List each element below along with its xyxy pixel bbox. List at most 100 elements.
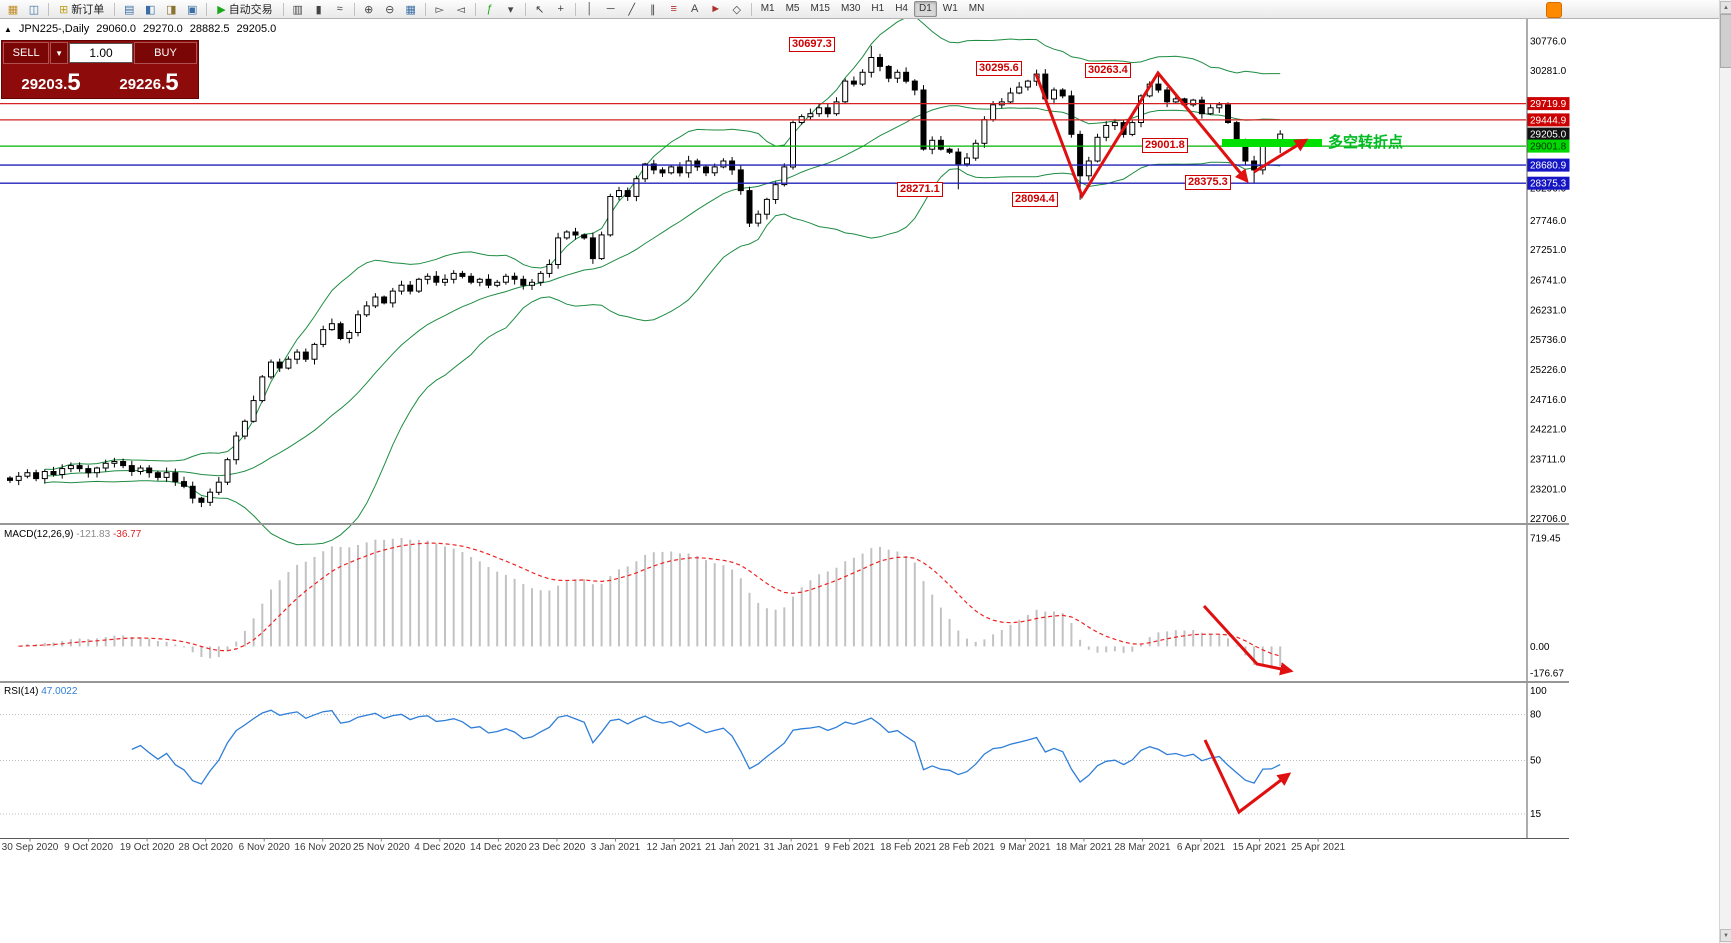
chart-shift-icon[interactable]: ◅ [456,3,465,16]
trade-panel-controls: SELL ▼ BUY [2,41,198,65]
buy-price: 29226. [119,76,166,93]
bar-chart-icon[interactable]: ▥ [292,3,303,16]
macd-signal-value: -36.77 [112,529,142,540]
timeframe-d1[interactable]: D1 [914,1,937,17]
toolbar-separator [48,2,49,16]
timeframe-h1[interactable]: H1 [871,3,885,14]
timeframe-m1[interactable]: M1 [760,3,775,14]
price-annotation: 30295.6 [976,61,1022,76]
svg-text:30776.0: 30776.0 [1530,37,1567,48]
svg-text:29205.0: 29205.0 [1530,130,1567,141]
zoom-in-icon[interactable]: ⊕ [364,3,374,16]
svg-text:26231.0: 26231.0 [1530,306,1567,317]
scrollbar-thumb[interactable] [1720,14,1731,68]
chart-ohlc-header: ▲ JPN225-,Daily 29060.0 29270.0 28882.5 … [4,23,276,35]
rsi-value: 47.0022 [41,686,78,697]
macd-name: MACD(12,26,9) [4,529,74,540]
equidistant-channel-icon[interactable]: ∥ [649,3,656,16]
svg-text:80: 80 [1530,710,1542,721]
scroll-up-icon[interactable]: ▲ [1720,1,1731,14]
arrows-icon[interactable]: ► [710,3,722,15]
sell-button[interactable]: SELL [3,42,50,64]
rsi-name: RSI(14) [4,686,39,697]
timeframe-m30[interactable]: M30 [840,3,861,14]
sell-price-button[interactable]: 29203. 5 [2,65,100,97]
toolbar-separator [424,2,426,16]
price-zigzag-arrow [1034,70,1249,200]
buy-price-big-digit: 5 [165,69,179,96]
macd-rsi-separator[interactable] [0,681,1569,683]
svg-text:25 Apr 2021: 25 Apr 2021 [1291,842,1345,853]
svg-text:23711.0: 23711.0 [1530,455,1566,466]
svg-text:4 Dec 2020: 4 Dec 2020 [414,842,466,853]
horizontal-line-icon[interactable]: ─ [606,3,615,15]
buy-button[interactable]: BUY [134,42,197,64]
one-click-trading-panel: SELL ▼ BUY 29203.5 29226.5 [1,40,199,99]
timeframe-w1[interactable]: W1 [942,3,958,14]
toolbar-separator [474,2,476,16]
svg-text:24716.0: 24716.0 [1530,395,1567,406]
svg-text:50: 50 [1530,756,1542,767]
price-axis: 30776.030281.028296.027746.027251.026741… [1526,18,1570,839]
svg-text:19 Oct 2020: 19 Oct 2020 [120,842,175,853]
notification-icon[interactable] [1546,2,1562,18]
svg-text:23201.0: 23201.0 [1530,485,1567,496]
price-annotation: 30697.3 [789,37,835,52]
chart-profiles-icon[interactable]: ◫ [28,3,40,16]
terminal-icon[interactable]: ▣ [187,3,198,16]
svg-text:28680.9: 28680.9 [1530,161,1567,172]
order-type-dropdown[interactable]: ▼ [50,42,68,64]
buy-price-button[interactable]: 29226. 5 [100,65,198,97]
svg-text:26741.0: 26741.0 [1530,275,1567,286]
indicators-icon[interactable]: ƒ [486,3,493,15]
line-chart-icon[interactable]: ≈ [336,3,343,15]
new-order-button[interactable]: ⊞ 新订单 [53,0,110,18]
svg-text:25 Nov 2020: 25 Nov 2020 [353,842,410,853]
shapes-icon[interactable]: ◇ [732,3,741,16]
collapse-triangle-icon: ▲ [4,24,12,34]
indicators-dropdown-icon[interactable]: ▾ [507,3,514,16]
scroll-down-icon[interactable]: ▼ [1720,929,1731,942]
tile-windows-icon[interactable]: ▦ [405,3,416,16]
svg-text:0.00: 0.00 [1530,642,1550,653]
macd-down-arrow [1202,604,1294,676]
vertical-line-icon[interactable]: │ [586,3,594,15]
text-icon[interactable]: A [691,3,699,15]
rsi-label: RSI(14) 47.0022 [4,686,77,697]
new-chart-icon[interactable]: ▦ [7,3,19,16]
autotrading-button-icon: ▶ [217,3,226,16]
candlestick-chart-icon[interactable]: ▮ [315,3,322,16]
fibonacci-icon[interactable]: ≡ [670,3,677,15]
price-annotation: 29001.8 [1142,138,1188,153]
timeframe-m15[interactable]: M15 [810,3,830,14]
bounce-arrow [1253,138,1309,174]
cursor-icon[interactable]: ↖ [535,3,545,16]
svg-text:29719.9: 29719.9 [1530,99,1567,110]
zoom-out-icon[interactable]: ⊖ [385,3,395,16]
autotrading-button[interactable]: ▶ 自动交易 [211,0,278,18]
timeframe-h4[interactable]: H4 [895,3,908,14]
turning-point-zone [1222,139,1322,147]
svg-text:3 Jan 2021: 3 Jan 2021 [591,842,641,853]
auto-scroll-icon[interactable]: ▻ [435,3,444,16]
toolbar: ▦ ◫ ⊞ 新订单 ▤ ◧ ◨ ▣ ▶ 自动交易 ▥ ▮ ≈ ⊕ ⊖ ▦ ▻ ◅ ƒ ▾ ↖ + │ ─ ╱ ∥ ≡ A ► ◇ M1 M5 M… [0,0,1731,19]
timeframe-m5[interactable]: M5 [785,3,800,14]
market-watch-icon[interactable]: ▤ [124,3,135,16]
candles-layer [7,45,1284,508]
volume-input[interactable] [69,43,133,63]
main-macd-separator[interactable] [0,523,1569,525]
data-window-icon[interactable]: ◧ [145,3,156,16]
timeframe-mn[interactable]: MN [968,3,985,14]
navigator-icon[interactable]: ◨ [166,3,177,16]
vertical-scrollbar[interactable]: ▲ ▼ [1719,0,1731,943]
svg-text:-176.67: -176.67 [1530,669,1564,680]
turning-point-note: 多空转折点 [1328,134,1404,151]
svg-text:6 Nov 2020: 6 Nov 2020 [239,842,291,853]
trendline-icon[interactable]: ╱ [628,3,635,16]
ohlc-low: 28882.5 [189,23,230,35]
time-axis: 30 Sep 2020 9 Oct 2020 19 Oct 2020 28 Oct 2… [0,838,1569,853]
new-order-button-icon: ⊞ [59,3,69,16]
svg-text:6 Apr 2021: 6 Apr 2021 [1177,842,1226,853]
crosshair-icon[interactable]: + [557,3,564,15]
